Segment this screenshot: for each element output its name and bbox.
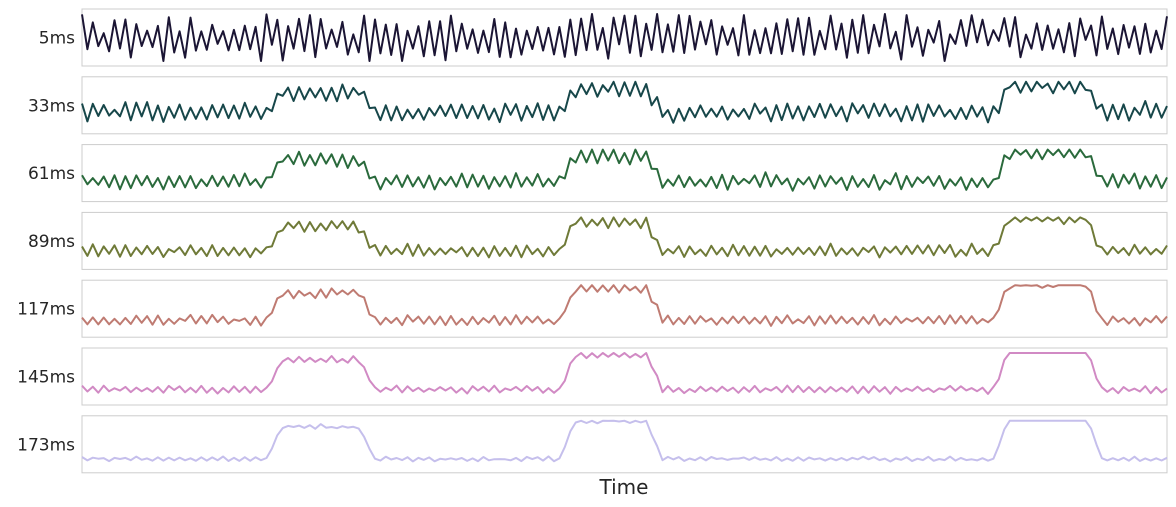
series-label-33ms: 33ms [28, 96, 75, 116]
series-label-61ms: 61ms [28, 164, 75, 184]
series-label-117ms: 117ms [17, 300, 75, 320]
panel-frame-145ms [81, 347, 1168, 406]
panel-frame-173ms [81, 415, 1168, 474]
series-label-145ms: 145ms [17, 368, 75, 388]
panel-frame-117ms [81, 279, 1168, 338]
series-label-89ms: 89ms [28, 232, 75, 252]
series-line-173ms [81, 419, 1168, 463]
series-line-33ms [81, 80, 1168, 124]
series-label-173ms: 173ms [17, 435, 75, 455]
series-line-61ms [81, 148, 1168, 192]
panels-group: 5ms 33ms 61ms 89ms 117ms 145ms 173ms [17, 8, 1168, 474]
x-axis-label: Time [599, 475, 649, 499]
panel-frame-89ms [81, 211, 1168, 270]
series-line-145ms [81, 352, 1168, 395]
series-line-5ms [81, 13, 1168, 62]
series-label-5ms: 5ms [39, 29, 75, 49]
series-line-89ms [81, 216, 1168, 259]
panel-frame-33ms [81, 76, 1168, 135]
series-line-117ms [81, 284, 1168, 327]
